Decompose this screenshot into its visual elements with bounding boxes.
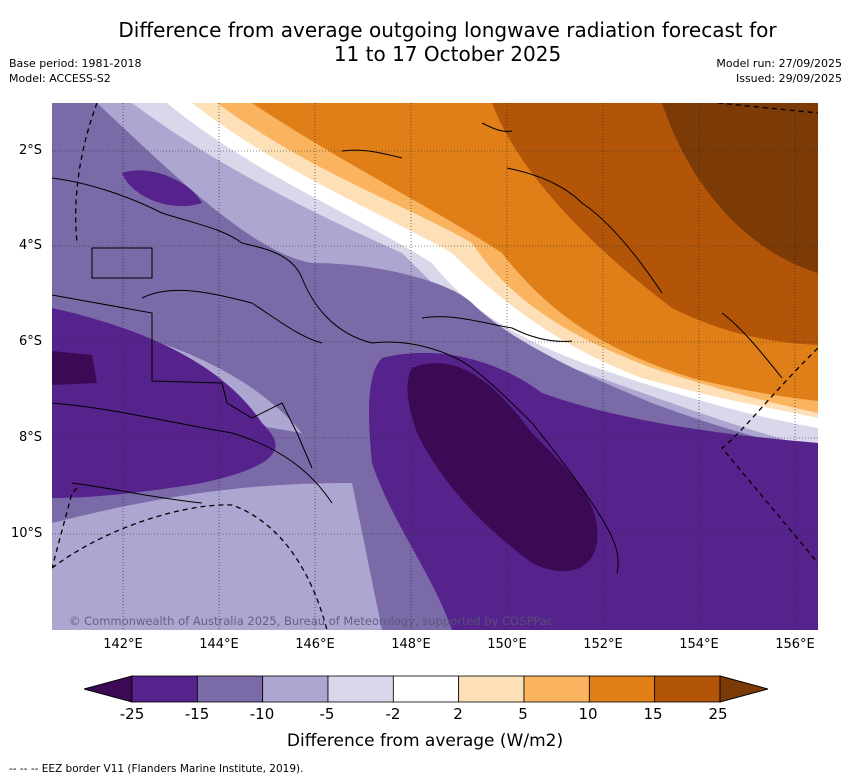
colorbar-tick-25: 25 [708, 705, 728, 723]
lat-label-2s: 2°S [19, 143, 43, 158]
colorbar-extend-low [84, 675, 133, 703]
colorbar-tick--15: -15 [184, 705, 210, 723]
lat-label-6s: 6°S [19, 334, 43, 349]
band-neg-15-north [122, 170, 202, 207]
lat-label-4s: 4°S [19, 238, 43, 253]
issued-date: Issued: 29/09/2025 [735, 72, 842, 85]
colorbar-cell [588, 675, 656, 703]
map-title: Difference from average outgoing longwav… [60, 18, 835, 66]
lat-label-8s: 8°S [19, 430, 43, 445]
colorbar-cell [458, 675, 525, 703]
colorbar-tick--10: -10 [249, 705, 275, 723]
model-name: Model: ACCESS-S2 [9, 72, 111, 85]
colorbar-extend-high [719, 675, 768, 703]
band-neg-25 [407, 363, 598, 572]
colorbar-label: Difference from average (W/m2) [286, 731, 564, 751]
lon-label-152e: 152°E [583, 637, 623, 652]
title-line-2: 11 to 17 October 2025 [333, 42, 562, 66]
lon-label-150e: 150°E [487, 637, 527, 652]
colorbar-cell [196, 675, 264, 703]
copyright-notice: © Commonwealth of Australia 2025, Bureau… [69, 614, 554, 628]
colorbar-cell [523, 675, 590, 703]
colorbar-tick--5: -5 [319, 705, 335, 723]
colorbar-cell [654, 675, 721, 703]
colorbar-cell [392, 675, 460, 703]
colorbar-cells [131, 675, 721, 703]
colorbar-tick--25: -25 [119, 705, 145, 723]
lon-label-156e: 156°E [775, 637, 815, 652]
lon-label-146e: 146°E [295, 637, 335, 652]
map-svg [52, 103, 818, 630]
colorbar-tick-15: 15 [643, 705, 663, 723]
coastlines [52, 122, 783, 574]
colorbar-tick-2: 2 [453, 705, 463, 723]
colorbar-tick-10: 10 [578, 705, 598, 723]
eez-legend: -- -- -- EEZ border V11 (Flanders Marine… [9, 763, 304, 775]
band-neg-15-west [52, 308, 276, 498]
colorbar-cell [262, 675, 329, 703]
colorbar-tick--2: -2 [385, 705, 401, 723]
lon-label-142e: 142°E [103, 637, 143, 652]
colorbar-cell [131, 675, 198, 703]
lon-label-154e: 154°E [679, 637, 719, 652]
band-neg-25-west [52, 351, 97, 385]
meta-right: Model run: 27/09/2025 Issued: 29/09/2025 [716, 56, 842, 86]
colorbar [84, 675, 768, 703]
model-run: Model run: 27/09/2025 [716, 57, 842, 70]
anomaly-map: © Commonwealth of Australia 2025, Bureau… [52, 103, 818, 630]
colorbar-cell [327, 675, 394, 703]
lon-label-144e: 144°E [199, 637, 239, 652]
eez-borders [52, 103, 818, 630]
lon-label-148e: 148°E [391, 637, 431, 652]
lat-label-10s: 10°S [11, 526, 43, 541]
meta-left: Base period: 1981-2018 Model: ACCESS-S2 [9, 56, 141, 86]
graticule [52, 103, 818, 630]
base-period: Base period: 1981-2018 [9, 57, 142, 70]
colorbar-tick-5: 5 [518, 705, 528, 723]
title-line-1: Difference from average outgoing longwav… [118, 18, 777, 42]
